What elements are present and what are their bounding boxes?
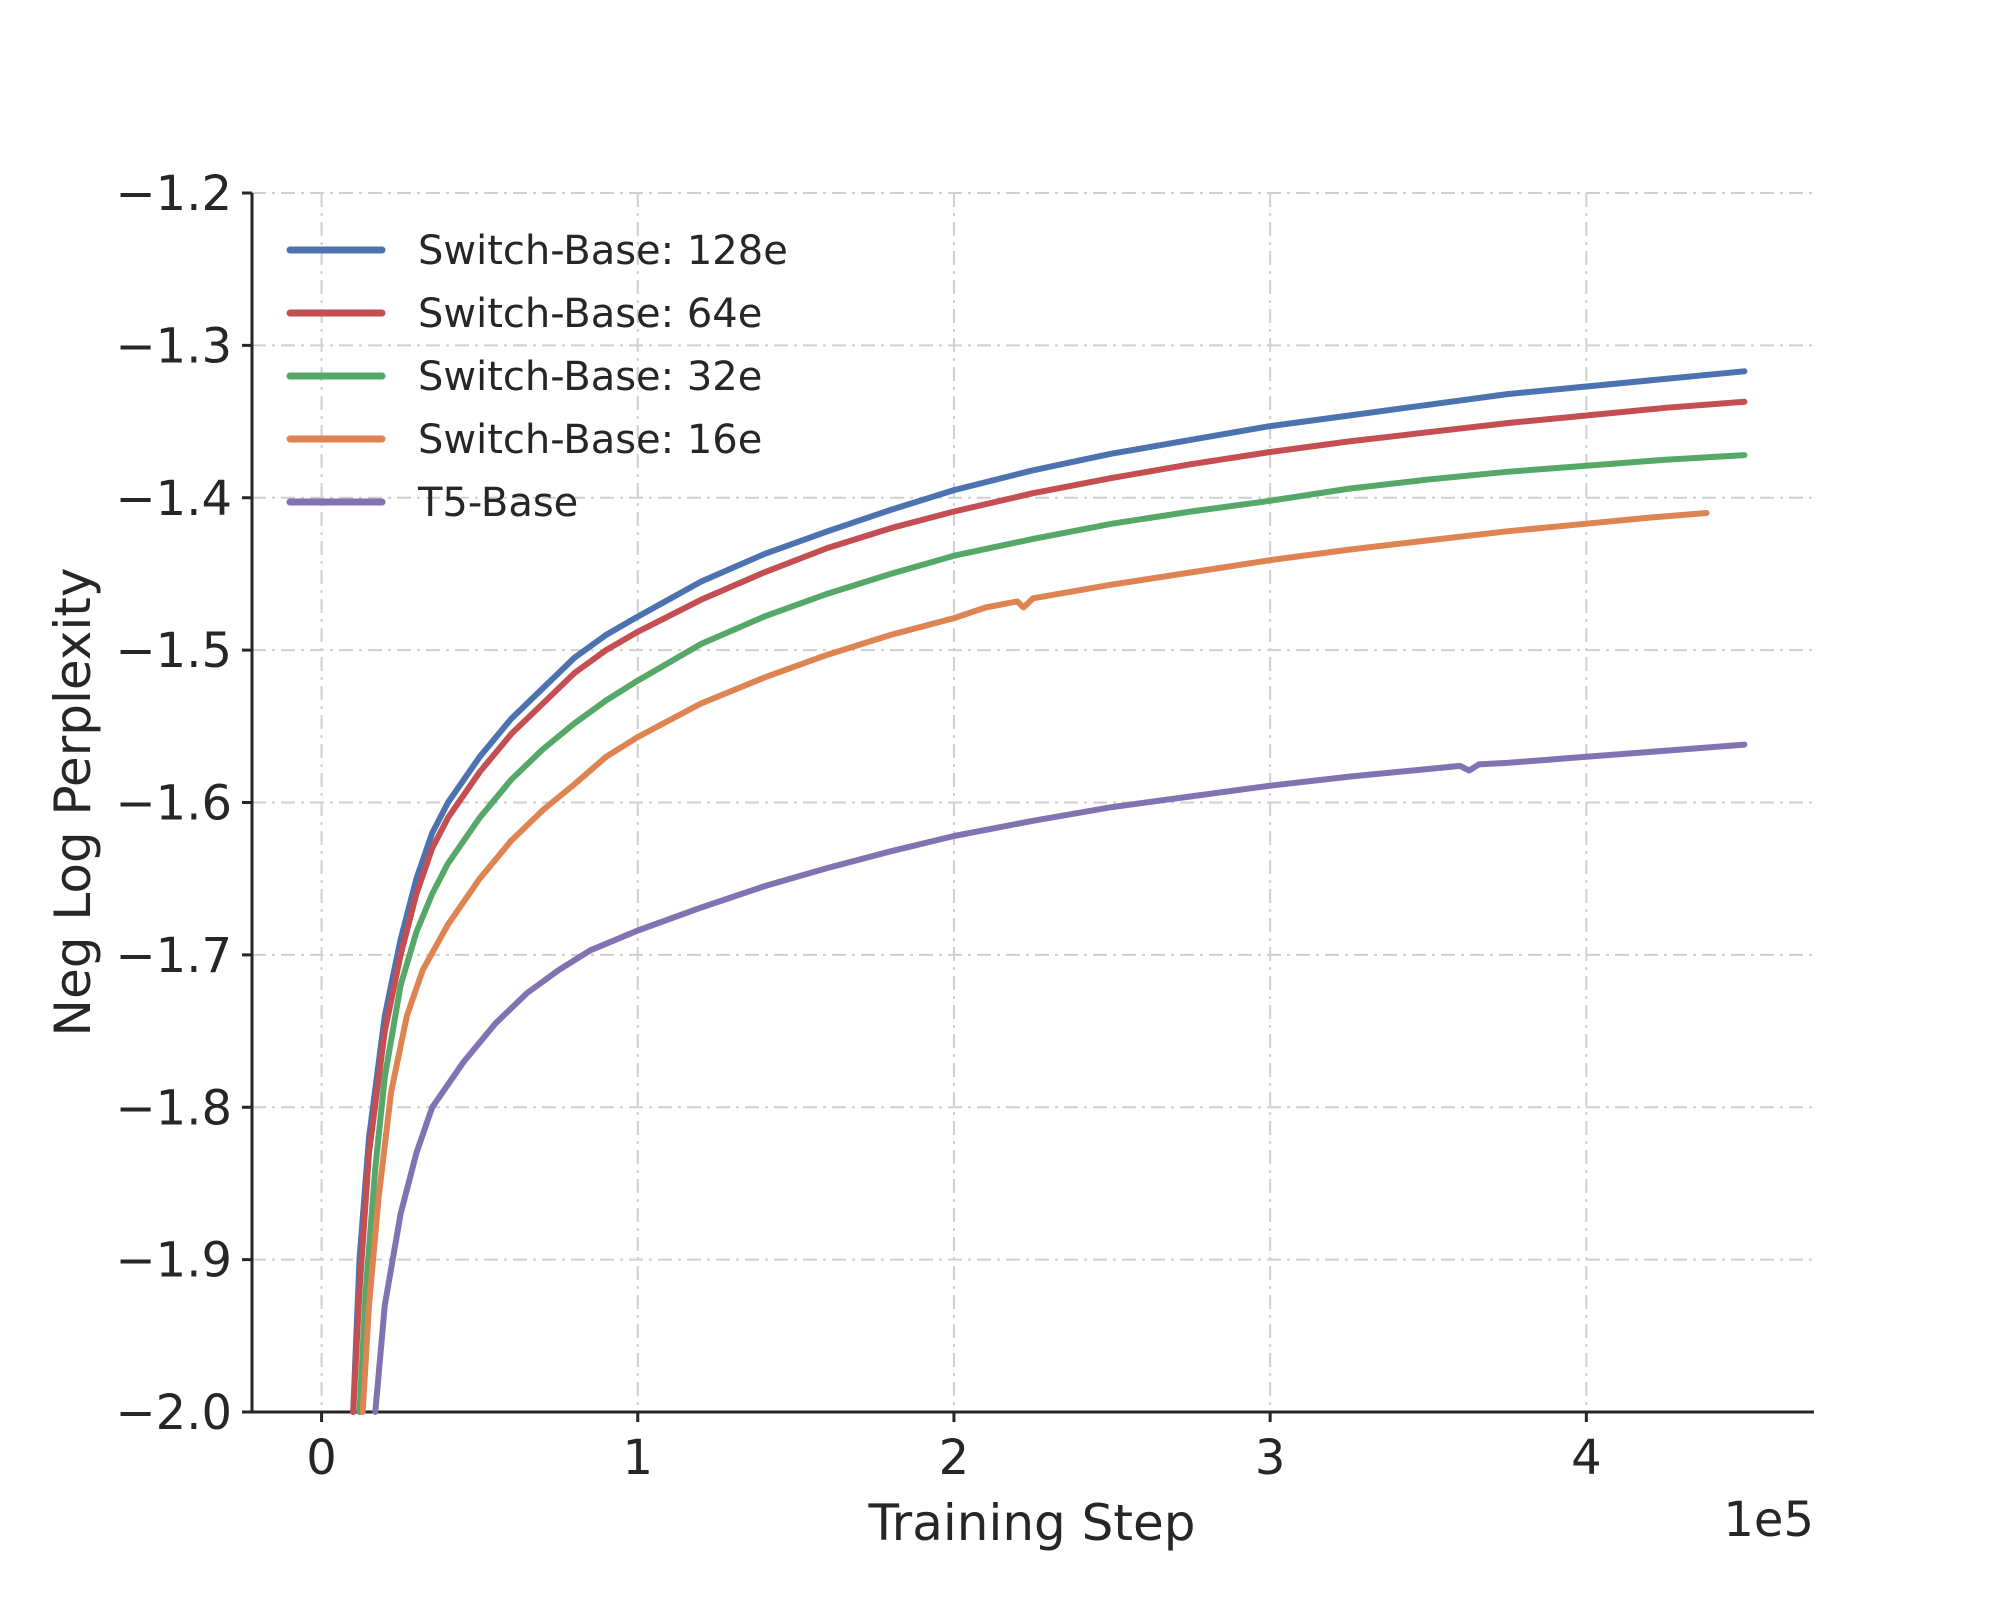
x-tick-label: 4 (1571, 1430, 1602, 1486)
legend-label: Switch-Base: 32e (418, 354, 762, 400)
legend-label: Switch-Base: 128e (418, 228, 788, 274)
legend-label: Switch-Base: 64e (418, 291, 762, 337)
legend-label: Switch-Base: 16e (418, 417, 762, 463)
x-tick-label: 3 (1255, 1430, 1286, 1486)
x-tick-label: 0 (306, 1430, 337, 1486)
y-tick-label: −1.6 (115, 776, 232, 832)
y-tick-label: −1.2 (115, 166, 232, 222)
y-tick-label: −1.4 (115, 471, 232, 527)
y-tick-label: −1.5 (115, 623, 232, 679)
x-tick-label: 2 (939, 1430, 970, 1486)
y-tick-label: −1.9 (115, 1233, 232, 1289)
y-tick-label: −1.8 (115, 1080, 232, 1136)
y-tick-label: −1.7 (115, 928, 232, 984)
y-axis-label: Neg Log Perplexity (44, 568, 102, 1037)
y-tick-label: −1.3 (115, 318, 232, 374)
x-tick-label: 1 (622, 1430, 653, 1486)
legend: Switch-Base: 128e Switch-Base: 64e Switch-… (286, 228, 788, 526)
x-axis-label: Training Step (867, 1494, 1195, 1552)
grid (252, 192, 1814, 1412)
y-tick-label: −2.0 (115, 1385, 232, 1441)
series-line-switch-base-32e (356, 452, 1748, 1415)
series-lines (350, 368, 1748, 1415)
series-line-switch-base-16e (359, 510, 1710, 1415)
ticks: 0 1 2 3 4 −2.0 −1.9 −1.8 −1.7 −1.6 −1.5 −1.4 −1.3 −1.… (115, 166, 1601, 1486)
series-line-switch-base-64e (350, 398, 1748, 1415)
x-offset-label: 1e5 (1723, 1492, 1814, 1548)
series-line-switch-base-128e (350, 368, 1748, 1415)
series-line-t5-base (372, 741, 1748, 1415)
legend-label: T5-Base (417, 480, 578, 526)
